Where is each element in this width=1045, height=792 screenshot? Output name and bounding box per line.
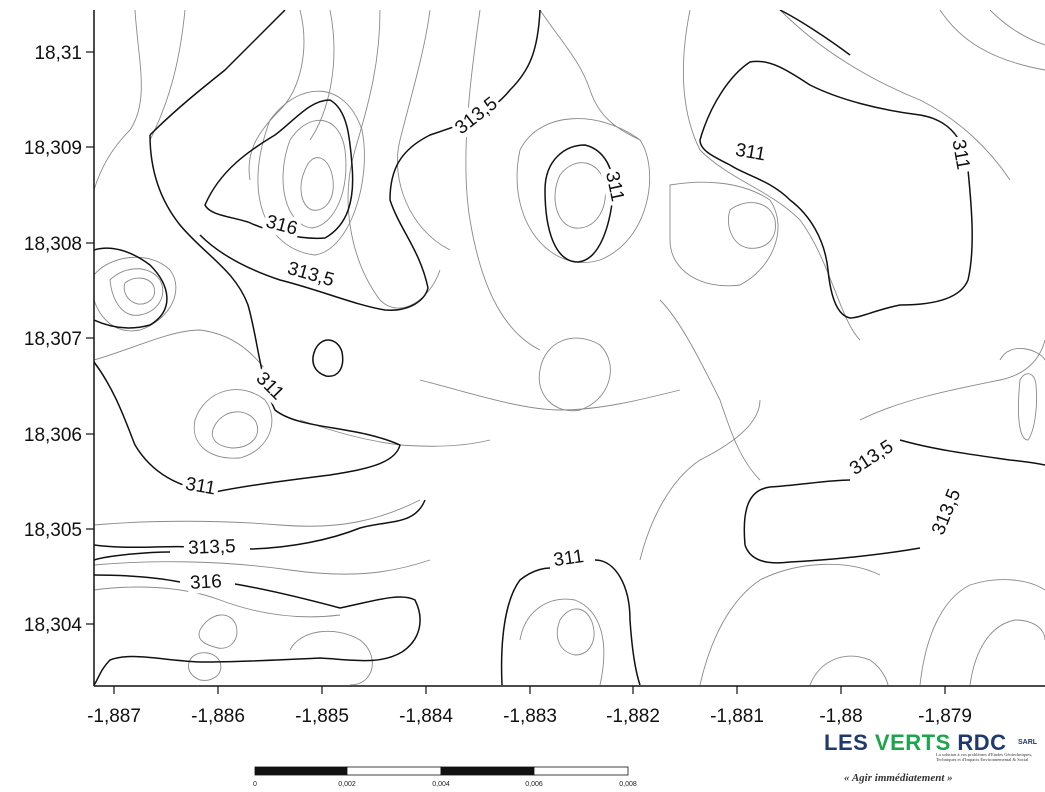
x-tick-label: -1,885 — [295, 706, 349, 727]
x-tick-label: -1,887 — [87, 706, 141, 727]
scale-bar: 0 0,002 0,004 0,006 0,008 — [253, 766, 637, 788]
contour-label-313-5-left: 313,5 — [285, 258, 336, 291]
x-tick-label: -1,88 — [819, 706, 862, 727]
scale-bar-label: 0,008 — [619, 781, 637, 788]
logo-les: LES — [824, 730, 875, 755]
x-tick-label: -1,879 — [918, 706, 972, 727]
contour-label-313-5-top: 313,5 — [451, 93, 501, 139]
logo-tagline: « Agir immédiatement » — [844, 772, 953, 784]
y-tick-label: 18,309 — [24, 138, 82, 159]
logo-verts: VERTS — [874, 730, 951, 755]
contour-label-313-5-bottom: 313,5 — [188, 536, 236, 559]
contour-lines — [94, 10, 1045, 685]
y-tick-label: 18,307 — [24, 329, 82, 350]
y-tick-label: 18,306 — [24, 425, 82, 446]
contour-label-311-right: 311 — [734, 140, 767, 166]
x-tick-label: -1,882 — [606, 706, 660, 727]
minor-contours — [94, 10, 1045, 685]
x-tick-label: -1,881 — [710, 706, 764, 727]
x-tick-label: -1,884 — [399, 706, 453, 727]
scale-bar-segment — [533, 766, 629, 776]
logo-rdc: RDC — [950, 730, 1007, 755]
logo-wordmark: LES VERTS RDC — [824, 730, 1007, 756]
y-tick-label: 18,31 — [34, 43, 82, 64]
y-tick-label: 18,304 — [24, 615, 83, 636]
scale-bar-label: 0,006 — [525, 781, 543, 788]
scale-bar-label: 0,002 — [338, 781, 356, 788]
scale-bar-segment — [254, 766, 348, 776]
contour-label-311-bottom: 311 — [552, 546, 585, 571]
logo-small-text: La solution à vos problèmes d'Etudes Géo… — [936, 752, 1033, 762]
contour-label-316-top: 316 — [264, 211, 300, 239]
y-axis: 18,31 18,309 18,308 18,307 18,306 18,305… — [24, 43, 94, 636]
contour-label-311-lower-left: 311 — [184, 474, 217, 500]
contour-label-313-5-right-b: 313,5 — [928, 486, 965, 538]
company-logo: LES VERTS RDC SARL La solution à vos pro… — [818, 730, 1038, 788]
logo-sarl: SARL — [1018, 739, 1038, 746]
scale-bar-segment — [440, 766, 535, 776]
y-tick-label: 18,308 — [24, 234, 82, 255]
scale-bar-segment — [346, 766, 442, 776]
y-tick-label: 18,305 — [24, 520, 82, 541]
scale-bar-label: 0,004 — [432, 781, 450, 788]
contour-label-313-5-right-a: 313,5 — [846, 436, 897, 480]
x-tick-label: -1,886 — [191, 706, 245, 727]
map-frame — [93, 10, 1045, 687]
contour-label-311-far-right: 311 — [947, 138, 973, 171]
major-contours — [94, 10, 1045, 685]
scale-bar-label: 0 — [253, 781, 257, 788]
x-tick-label: -1,883 — [503, 706, 557, 727]
x-axis: -1,887 -1,886 -1,885 -1,884 -1,883 -1,88… — [87, 686, 972, 727]
contour-label-layer: 313,5 311 311 311 316 313,5 311 311 — [180, 90, 975, 594]
contour-label-316-bottom: 316 — [189, 571, 222, 594]
